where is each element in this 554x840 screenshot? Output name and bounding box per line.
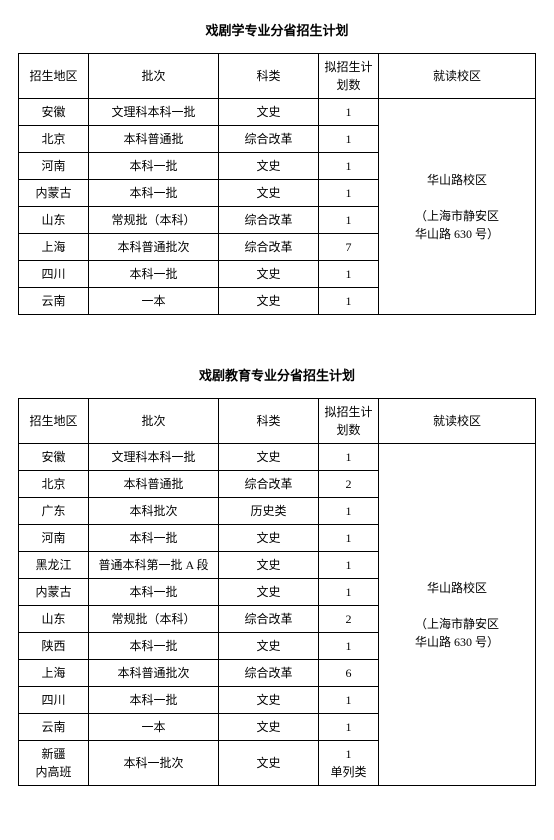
cell-region: 安徽 (19, 444, 89, 471)
cell-count: 1 (319, 126, 379, 153)
cell-subj: 文史 (219, 444, 319, 471)
cell-region: 山东 (19, 606, 89, 633)
cell-subj: 文史 (219, 552, 319, 579)
cell-count: 2 (319, 471, 379, 498)
cell-subj: 文史 (219, 714, 319, 741)
cell-subj: 综合改革 (219, 660, 319, 687)
cell-count: 1 (319, 261, 379, 288)
cell-batch: 本科普通批 (89, 471, 219, 498)
cell-region: 上海 (19, 660, 89, 687)
cell-subj: 文史 (219, 153, 319, 180)
cell-batch: 文理科本科一批 (89, 444, 219, 471)
cell-count: 1 (319, 579, 379, 606)
hdr-batch: 批次 (89, 399, 219, 444)
cell-count: 1 (319, 180, 379, 207)
cell-batch: 普通本科第一批 A 段 (89, 552, 219, 579)
cell-subj: 文史 (219, 525, 319, 552)
table1-title: 戏剧学专业分省招生计划 (18, 20, 536, 39)
cell-subj: 综合改革 (219, 207, 319, 234)
cell-batch: 本科一批次 (89, 741, 219, 786)
cell-count: 1 (319, 687, 379, 714)
cell-count: 1 (319, 444, 379, 471)
cell-count: 2 (319, 606, 379, 633)
hdr-batch: 批次 (89, 54, 219, 99)
cell-count: 1 (319, 153, 379, 180)
cell-count: 1 (319, 288, 379, 315)
cell-region: 山东 (19, 207, 89, 234)
cell-subj: 文史 (219, 288, 319, 315)
cell-count: 7 (319, 234, 379, 261)
cell-subj: 文史 (219, 579, 319, 606)
hdr-campus: 就读校区 (379, 399, 536, 444)
hdr-count: 拟招生计划数 (319, 399, 379, 444)
cell-subj: 文史 (219, 99, 319, 126)
cell-subj: 文史 (219, 741, 319, 786)
cell-batch: 本科一批 (89, 153, 219, 180)
cell-count: 1 (319, 99, 379, 126)
cell-region: 内蒙古 (19, 579, 89, 606)
cell-batch: 一本 (89, 288, 219, 315)
cell-region: 上海 (19, 234, 89, 261)
hdr-region: 招生地区 (19, 399, 89, 444)
cell-region: 四川 (19, 687, 89, 714)
cell-batch: 文理科本科一批 (89, 99, 219, 126)
cell-region: 河南 (19, 153, 89, 180)
table-row: 安徽 文理科本科一批 文史 1 华山路校区 （上海市静安区 华山路 630 号） (19, 444, 536, 471)
cell-batch: 本科一批 (89, 687, 219, 714)
cell-count: 1 (319, 714, 379, 741)
table-row: 安徽 文理科本科一批 文史 1 华山路校区 （上海市静安区 华山路 630 号） (19, 99, 536, 126)
cell-region: 河南 (19, 525, 89, 552)
cell-batch: 常规批（本科） (89, 606, 219, 633)
cell-region: 四川 (19, 261, 89, 288)
cell-subj: 综合改革 (219, 234, 319, 261)
cell-subj: 综合改革 (219, 126, 319, 153)
hdr-count: 拟招生计划数 (319, 54, 379, 99)
cell-batch: 本科一批 (89, 261, 219, 288)
cell-region: 北京 (19, 471, 89, 498)
cell-subj: 文史 (219, 180, 319, 207)
hdr-region: 招生地区 (19, 54, 89, 99)
hdr-subject: 科类 (219, 399, 319, 444)
table2-title: 戏剧教育专业分省招生计划 (18, 365, 536, 384)
cell-batch: 一本 (89, 714, 219, 741)
cell-region: 北京 (19, 126, 89, 153)
cell-batch: 本科一批 (89, 579, 219, 606)
cell-campus: 华山路校区 （上海市静安区 华山路 630 号） (379, 444, 536, 786)
cell-count: 1单列类 (319, 741, 379, 786)
cell-subj: 文史 (219, 633, 319, 660)
cell-region: 安徽 (19, 99, 89, 126)
cell-region: 陕西 (19, 633, 89, 660)
cell-batch: 本科批次 (89, 498, 219, 525)
cell-batch: 本科一批 (89, 633, 219, 660)
cell-region: 云南 (19, 714, 89, 741)
cell-region: 新疆内高班 (19, 741, 89, 786)
cell-count: 6 (319, 660, 379, 687)
cell-count: 1 (319, 498, 379, 525)
cell-count: 1 (319, 633, 379, 660)
cell-count: 1 (319, 552, 379, 579)
cell-subj: 文史 (219, 261, 319, 288)
cell-subj: 历史类 (219, 498, 319, 525)
cell-batch: 本科普通批次 (89, 660, 219, 687)
cell-batch: 本科普通批次 (89, 234, 219, 261)
hdr-subject: 科类 (219, 54, 319, 99)
cell-region: 广东 (19, 498, 89, 525)
cell-subj: 文史 (219, 687, 319, 714)
cell-batch: 本科一批 (89, 180, 219, 207)
cell-count: 1 (319, 207, 379, 234)
cell-subj: 综合改革 (219, 471, 319, 498)
table2: 招生地区 批次 科类 拟招生计划数 就读校区 安徽 文理科本科一批 文史 1 华… (18, 398, 536, 786)
cell-region: 黑龙江 (19, 552, 89, 579)
cell-region: 内蒙古 (19, 180, 89, 207)
cell-batch: 常规批（本科） (89, 207, 219, 234)
hdr-campus: 就读校区 (379, 54, 536, 99)
cell-region: 云南 (19, 288, 89, 315)
cell-campus: 华山路校区 （上海市静安区 华山路 630 号） (379, 99, 536, 315)
table1: 招生地区 批次 科类 拟招生计划数 就读校区 安徽 文理科本科一批 文史 1 华… (18, 53, 536, 315)
cell-batch: 本科一批 (89, 525, 219, 552)
cell-batch: 本科普通批 (89, 126, 219, 153)
cell-subj: 综合改革 (219, 606, 319, 633)
cell-count: 1 (319, 525, 379, 552)
